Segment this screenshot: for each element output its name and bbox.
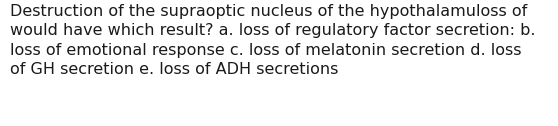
Text: Destruction of the supraoptic nucleus of the hypothalamuloss of
would have which: Destruction of the supraoptic nucleus of… [10, 4, 536, 77]
